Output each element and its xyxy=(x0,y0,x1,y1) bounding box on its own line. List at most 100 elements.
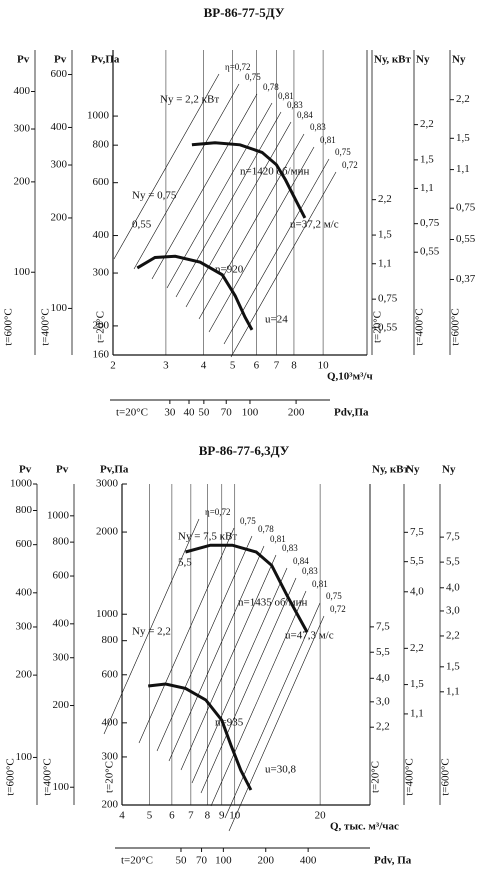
aux-axis-label: Nу xyxy=(406,464,420,476)
temp-label: t=600°C xyxy=(440,758,452,796)
aux-tick-label: 0,75 xyxy=(420,217,440,229)
pdv-tick-label: 50 xyxy=(198,407,210,419)
aux-tick-label: 2,2 xyxy=(420,118,434,130)
efficiency-label: 0,81 xyxy=(278,91,294,101)
y-tick-label: 160 xyxy=(93,349,110,361)
x-tick-label: 8 xyxy=(205,810,211,822)
aux-tick-label: 100 xyxy=(16,751,33,763)
efficiency-line xyxy=(200,577,297,794)
aux-tick-label: 3,0 xyxy=(446,604,460,616)
pdv-tick-label: 100 xyxy=(215,855,232,867)
aux-tick-label: 200 xyxy=(16,669,33,681)
series-label: n=920 xyxy=(215,264,244,276)
aux-axis-label: Nу xyxy=(452,54,466,66)
aux-tick-label: 800 xyxy=(53,536,70,548)
pdv-temp-label: t=20°C xyxy=(116,407,148,419)
efficiency-label: 0,75 xyxy=(240,516,256,526)
efficiency-label: 0,81 xyxy=(312,579,328,589)
y-tick-label: 600 xyxy=(93,176,110,188)
efficiency-line xyxy=(151,93,258,280)
efficiency-line xyxy=(208,146,315,333)
y-tick-label: 800 xyxy=(102,634,119,646)
pdv-tick-label: 70 xyxy=(196,855,208,867)
aux-tick-label: 2,2 xyxy=(376,721,390,733)
temp-label: t=600°C xyxy=(450,308,462,346)
pdv-tick-label: 200 xyxy=(257,855,274,867)
aux-tick-label: 2,2 xyxy=(456,93,470,105)
x-tick-label: 6 xyxy=(254,360,260,372)
aux-axis-label: Pv xyxy=(54,54,67,66)
aux-tick-label: 300 xyxy=(16,621,33,633)
annotation: Nу = 7,5 кВт xyxy=(178,531,237,543)
y-tick-label: 200 xyxy=(93,319,110,331)
x-tick-label: 6 xyxy=(169,810,175,822)
pdv-tick-label: 40 xyxy=(184,407,196,419)
fan-curve xyxy=(136,254,254,331)
aux-axis-label: Nу xyxy=(442,464,456,476)
temp-label: t=20°C xyxy=(95,311,107,343)
chart-title: ВР-86-77-5ДУ xyxy=(204,5,285,20)
efficiency-label: 0,72 xyxy=(330,604,346,614)
aux-tick-label: 1,1 xyxy=(446,685,460,697)
efficiency-label: 0,78 xyxy=(263,82,279,92)
aux-tick-label: 1000 xyxy=(47,509,70,521)
y-tick-label: 300 xyxy=(93,267,110,279)
aux-tick-label: 600 xyxy=(53,570,70,582)
aux-tick-label: 400 xyxy=(53,617,70,629)
efficiency-label: 0,83 xyxy=(287,100,303,110)
annotation: u=37,2 м/с xyxy=(290,219,339,231)
pdv-tick-label: 400 xyxy=(300,855,317,867)
aux-tick-label: 200 xyxy=(51,211,68,223)
y-tick-label: 400 xyxy=(102,716,119,728)
x-tick-label: 10 xyxy=(229,810,241,822)
efficiency-line xyxy=(168,545,265,762)
y-tick-label: 3000 xyxy=(96,478,119,490)
aux-tick-label: 5,5 xyxy=(410,555,424,567)
efficiency-line xyxy=(113,73,220,260)
efficiency-label: 0,81 xyxy=(270,534,286,544)
efficiency-line xyxy=(224,602,321,819)
temp-label: t=20°C xyxy=(372,311,384,343)
annotation: Nу = 2,2 кВт xyxy=(160,94,219,106)
efficiency-label: 0,84 xyxy=(297,110,313,120)
temp-label: t=600°C xyxy=(5,758,17,796)
efficiency-label: 0,84 xyxy=(293,556,309,566)
aux-tick-label: 300 xyxy=(14,123,31,135)
aux-tick-label: 4,0 xyxy=(376,672,390,684)
aux-tick-label: 4,0 xyxy=(410,585,424,597)
aux-axis-label: Nу xyxy=(416,54,430,66)
aux-axis-label: Pv xyxy=(17,54,30,66)
series-label: n=1420 об/мин xyxy=(240,166,309,178)
annotation: u=47,3 м/с xyxy=(285,630,334,642)
aux-tick-label: 2,2 xyxy=(378,193,392,205)
efficiency-line xyxy=(210,590,307,807)
efficiency-line xyxy=(103,518,200,735)
efficiency-label: 0,83 xyxy=(310,122,326,132)
aux-tick-label: 300 xyxy=(53,651,70,663)
aux-tick-label: 400 xyxy=(14,85,31,97)
pdv-tick-label: 100 xyxy=(242,407,259,419)
pdv-axis-label: Pdv,Па xyxy=(334,407,369,419)
temp-label: t=400°C xyxy=(40,308,52,346)
efficiency-line xyxy=(223,158,330,345)
fan-curve xyxy=(185,543,309,633)
aux-tick-label: 4,0 xyxy=(446,581,460,593)
aux-tick-label: 200 xyxy=(14,175,31,187)
efficiency-label: η=0,72 xyxy=(225,62,251,72)
pdv-tick-label: 50 xyxy=(175,855,187,867)
chart-title: ВР-86-77-6,3ДУ xyxy=(199,443,290,458)
fan-curve xyxy=(191,141,307,219)
pdv-tick-label: 30 xyxy=(164,407,176,419)
aux-tick-label: 0,37 xyxy=(456,273,476,285)
x-axis-label: Q, тыс. м³/час xyxy=(330,821,399,833)
y-tick-label: 800 xyxy=(93,139,110,151)
aux-axis-label: Nу, кВт xyxy=(374,54,412,66)
x-tick-label: 20 xyxy=(315,810,327,822)
y-tick-label: 200 xyxy=(102,799,119,811)
temp-label: t=400°C xyxy=(404,758,416,796)
temp-label: t=400°C xyxy=(42,758,54,796)
annotation: u=30,8 xyxy=(265,764,296,776)
aux-tick-label: 100 xyxy=(14,266,31,278)
y-tick-label: 600 xyxy=(102,668,119,680)
aux-axis-label: Nу, кВт xyxy=(372,464,410,476)
